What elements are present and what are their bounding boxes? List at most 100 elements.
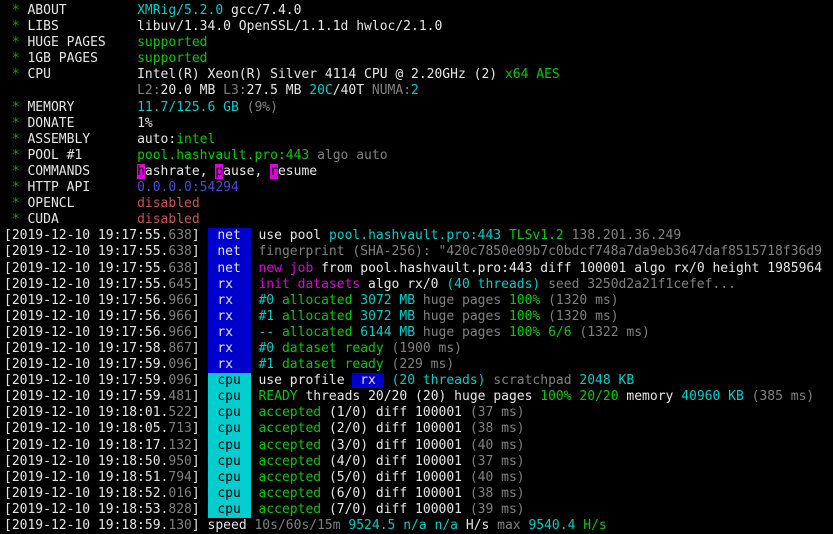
header-row-value: intel xyxy=(176,131,216,147)
log-message-segment: accepted xyxy=(258,469,322,485)
log-message-segment xyxy=(462,486,470,501)
header-row-label: ASSEMBLY xyxy=(27,131,138,147)
log-message-segment xyxy=(462,470,470,485)
log-tag-rx: rx xyxy=(207,292,251,309)
header-row: * CPU Intel(R) Xeon(R) Silver 4114 CPU @… xyxy=(4,67,833,83)
log-row: [2019-12-10 19:18:01.522] cpu accepted (… xyxy=(4,405,833,422)
log-row: [2019-12-10 19:18:59.130] speed 10s/60s/… xyxy=(4,518,833,534)
log-message-segment: #0 xyxy=(258,292,275,308)
log-message-segment xyxy=(274,325,282,340)
log-message-segment: 100001 xyxy=(415,405,463,421)
header-row-value xyxy=(466,67,474,82)
log-tag-rx: rx xyxy=(207,324,251,341)
bullet-star-icon: * xyxy=(4,3,28,18)
bullet-star-icon: * xyxy=(4,35,28,51)
log-tag-rx: rx xyxy=(207,340,251,358)
log-timestamp-close: ] xyxy=(191,405,208,421)
log-timestamp-ms: 966 xyxy=(168,292,192,308)
log-message-segment: allocated xyxy=(281,292,353,308)
log-message-segment: 138.201.36.249 xyxy=(571,228,682,244)
log-timestamp-close: ] xyxy=(191,421,208,437)
log-timestamp-close: ] xyxy=(191,453,208,469)
log-message-segment: 6/6 xyxy=(548,324,572,340)
log-message-segment: fingerprint (SHA-256): "420c7850e09b7c0b… xyxy=(258,244,823,260)
log-message-segment: 3072 MB xyxy=(360,292,416,308)
log-message-segment xyxy=(744,389,752,404)
header-row-value: auto: xyxy=(137,131,177,147)
log-message-segment: diff xyxy=(368,501,416,517)
log-message-segment: max xyxy=(489,518,529,533)
log-message-segment: (38 ms) xyxy=(469,421,525,437)
log-message-segment: algo xyxy=(360,276,408,292)
log-tag-cpu: cpu xyxy=(207,453,251,470)
log-timestamp-ms: 828 xyxy=(168,501,192,517)
header-row: * MEMORY 11.7/125.6 GB (9%) xyxy=(4,100,833,116)
log-timestamp-ms: 638 xyxy=(168,228,192,244)
log-message-segment: pool.hashvault.pro:443 xyxy=(360,260,533,276)
log-row: [2019-12-10 19:18:50.950] cpu accepted (… xyxy=(4,453,833,470)
log-timestamp: [2019-12-10 19:17:55. xyxy=(4,276,169,292)
header-row-label: POOL #1 xyxy=(27,147,138,163)
log-timestamp: [2019-12-10 19:17:56. xyxy=(4,324,169,340)
log-message-segment: from xyxy=(313,260,361,276)
header-row-value: XMRig/5.2.0 xyxy=(137,3,224,18)
log-tag-cpu: cpu xyxy=(207,421,251,438)
log-message-segment: init datasets xyxy=(258,276,361,292)
log-message-segment: (39 ms) xyxy=(469,501,525,517)
header-row-value: p xyxy=(215,163,224,179)
log-timestamp-ms: 950 xyxy=(168,453,192,469)
log-message-segment: accepted xyxy=(258,453,322,469)
log-timestamp-close: ] xyxy=(191,469,208,485)
log-tag-cpu: cpu xyxy=(207,373,251,390)
log-message-segment xyxy=(321,438,329,453)
log-message-segment xyxy=(407,389,415,404)
log-message-segment xyxy=(462,454,470,469)
header-row-value: 40T xyxy=(340,83,365,99)
header-row-value: h xyxy=(137,163,145,179)
header-row-value: x64 AES xyxy=(504,67,560,83)
log-row: [2019-12-10 19:17:55.638] net use pool p… xyxy=(4,228,833,245)
log-timestamp-close: ] xyxy=(191,373,208,389)
log-message-segment: rx xyxy=(352,373,384,389)
header-row: L2:20.0 MB L3:27.5 MB 20C/40T NUMA:2 xyxy=(4,83,833,99)
log-message-segment: dataset ready xyxy=(281,340,384,356)
log-message-segment: (1322 ms) xyxy=(579,324,650,340)
log-row: [2019-12-10 19:17:56.966] rx #0 allocate… xyxy=(4,292,833,309)
log-message-segment: H/s xyxy=(583,518,607,533)
log-timestamp-ms: 522 xyxy=(168,405,192,421)
log-message-segment xyxy=(462,438,470,453)
log-message-segment: huge pages xyxy=(415,308,509,324)
header-row-label: CPU xyxy=(27,67,138,83)
log-timestamp-close: ] xyxy=(191,437,208,453)
header-row-value xyxy=(309,148,317,163)
log-row: [2019-12-10 19:17:56.966] rx -- allocate… xyxy=(4,324,833,341)
log-message-segment: READY xyxy=(258,389,298,405)
log-message-segment: (5/0) xyxy=(328,469,369,485)
log-row: [2019-12-10 19:18:53.828] cpu accepted (… xyxy=(4,501,833,518)
log-message-segment: 6144 MB xyxy=(360,324,416,340)
log-message-segment: allocated xyxy=(281,308,353,324)
log-timestamp-close: ] xyxy=(191,485,208,501)
log-timestamp: [2019-12-10 19:17:59. xyxy=(4,373,169,389)
log-tag-rx: rx xyxy=(207,357,251,374)
log-timestamp: [2019-12-10 19:18:59. xyxy=(4,518,169,533)
log-message-segment: (40 ms) xyxy=(469,469,525,485)
log-message-segment: n/a xyxy=(403,518,427,533)
log-timestamp-ms: 132 xyxy=(168,437,192,453)
bullet-star-icon: * xyxy=(4,180,28,196)
log-message-segment: (7/0) xyxy=(328,501,369,517)
log-tag-rx: rx xyxy=(207,276,251,293)
log-timestamp-ms: 966 xyxy=(168,324,192,340)
log-tag-net: net xyxy=(207,260,251,277)
header-row-value xyxy=(497,67,505,82)
log-message-segment: accepted xyxy=(258,405,322,421)
log-timestamp-ms: 794 xyxy=(168,469,192,485)
log-row: [2019-12-10 19:17:59.096] cpu use profil… xyxy=(4,373,833,390)
header-row-value: libuv/1.34.0 OpenSSL/1.1.1d hwloc/2.1.0 xyxy=(137,19,443,35)
log-tag-rx: rx xyxy=(207,308,251,325)
log-message-segment: 100% xyxy=(508,292,541,308)
log-timestamp: [2019-12-10 19:17:55. xyxy=(4,228,169,244)
log-message-segment: -- xyxy=(258,324,275,340)
header-row-label: HTTP API xyxy=(27,180,138,196)
